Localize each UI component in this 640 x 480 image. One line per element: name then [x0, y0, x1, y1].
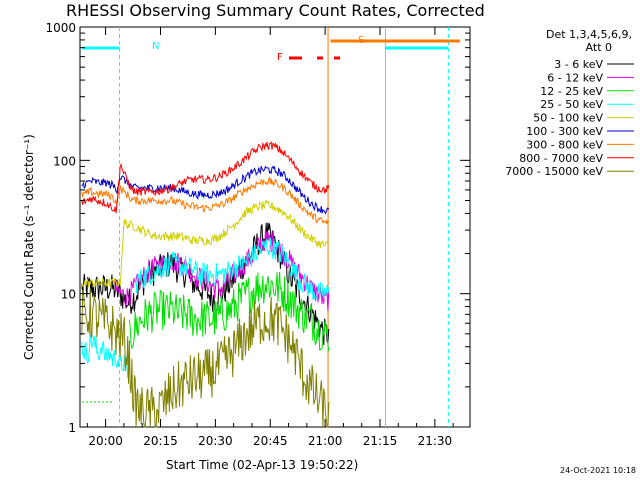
y-tick-label-3: 1000: [45, 21, 76, 35]
series-line-2: [128, 271, 330, 352]
series-9: [81, 289, 330, 428]
series-6: [81, 165, 330, 215]
x-tick-label-2: 20:30: [198, 434, 233, 448]
y-axis-label: Corrected Count Rate (s⁻¹ detector⁻¹): [22, 134, 36, 360]
series-2: [128, 271, 330, 352]
legend-label-4: 50 - 100 keV: [533, 112, 603, 125]
x-tick-label-1: 20:15: [143, 434, 178, 448]
y-axis: 1 10 100 1000: [45, 21, 470, 435]
series-line-6: [81, 165, 330, 215]
x-tick-label-3: 20:45: [253, 434, 288, 448]
legend-label-3: 25 - 50 keV: [540, 98, 603, 111]
series-5: [81, 199, 330, 289]
legend-header-line-1: Det 1,3,4,5,6,9,: [546, 28, 632, 41]
x-tick-label-6: 21:30: [418, 434, 453, 448]
series-3: [81, 333, 130, 378]
plot-frame: [79, 26, 471, 428]
x-axis: 20:00 20:15 20:30 20:45 21:00 21:15 21:30: [86, 27, 454, 448]
series-4: [134, 237, 330, 300]
annotation-n: N: [152, 41, 159, 52]
series-1: [114, 228, 330, 311]
x-tick-label-0: 20:00: [88, 434, 123, 448]
y-tick-label-0: 1: [68, 421, 76, 435]
legend-label-1: 6 - 12 keV: [547, 71, 603, 84]
y-tick-label-1: 10: [61, 288, 76, 302]
series-line-9: [81, 289, 330, 428]
series-line-3: [81, 333, 130, 378]
series-line-1: [114, 228, 330, 311]
annotation-s: S: [358, 35, 364, 46]
x-tick-label-5: 21:15: [363, 434, 398, 448]
legend-label-8: 7000 - 15000 keV: [505, 165, 603, 178]
legend-label-0: 3 - 6 keV: [554, 58, 603, 71]
annotation-f: F: [277, 52, 283, 63]
series-line-7: [81, 176, 330, 225]
legend-label-2: 12 - 25 keV: [540, 85, 603, 98]
chart-title: RHESSI Observing Summary Count Rates, Co…: [66, 1, 485, 20]
legend-label-7: 800 - 7000 keV: [519, 152, 603, 165]
legend-label-6: 300 - 800 keV: [526, 138, 603, 151]
x-tick-label-4: 21:00: [308, 434, 343, 448]
x-axis-label: Start Time (02-Apr-13 19:50:22): [166, 458, 358, 472]
series-line-5: [81, 199, 330, 289]
legend-header-line-2: Att 0: [586, 41, 612, 54]
series-line-8: [81, 140, 330, 214]
plot-area: N S F: [79, 26, 471, 428]
series-line-4: [134, 237, 330, 300]
legend-label-5: 100 - 300 keV: [526, 125, 603, 138]
series-7: [81, 176, 330, 225]
series-8: [81, 140, 330, 214]
timestamp: 24-Oct-2021 10:18: [560, 466, 636, 475]
y-tick-label-2: 100: [53, 154, 76, 168]
